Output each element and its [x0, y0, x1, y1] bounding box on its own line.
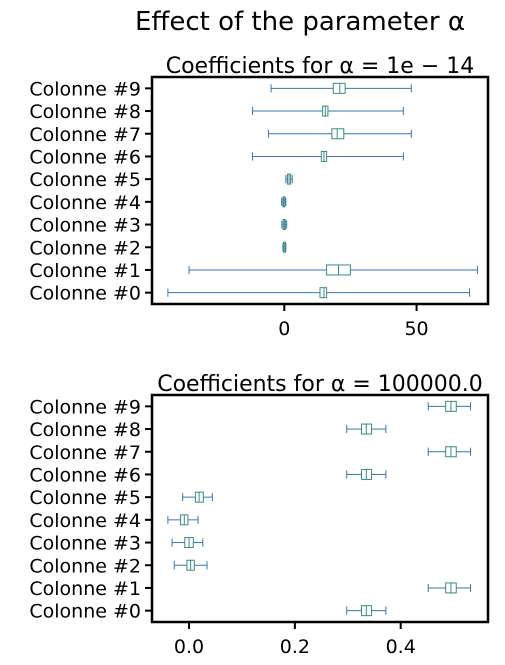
y-tick-label: Colonne #9 — [29, 396, 141, 418]
box-rect — [332, 129, 344, 139]
box-8 — [253, 106, 404, 116]
x-tick-label: 0.2 — [280, 636, 310, 658]
x-tick-label: 0 — [278, 318, 290, 340]
box-rect — [320, 288, 327, 298]
y-tick-label: Colonne #7 — [29, 442, 141, 464]
y-tick-label: Colonne #2 — [29, 237, 141, 259]
box-3 — [172, 538, 203, 548]
box-6 — [253, 151, 404, 161]
y-tick-label: Colonne #8 — [29, 101, 141, 123]
y-tick-label: Colonne #5 — [29, 169, 141, 191]
y-tick-label: Colonne #4 — [29, 192, 141, 214]
box-7 — [268, 129, 411, 139]
box-6 — [347, 469, 386, 479]
y-tick-label: Colonne #3 — [29, 215, 141, 237]
box-3 — [282, 220, 287, 230]
x-tick-label: 0.4 — [386, 636, 416, 658]
figure-title: Effect of the parameter α — [135, 7, 465, 37]
box-2 — [283, 242, 286, 252]
y-tick-label: Colonne #0 — [29, 283, 141, 305]
y-tick-label: Colonne #4 — [29, 510, 141, 532]
box-5 — [183, 492, 213, 502]
box-5 — [286, 174, 292, 184]
box-8 — [347, 424, 386, 434]
box-1 — [189, 265, 477, 275]
box-rect — [333, 83, 345, 93]
y-tick-label: Colonne #1 — [29, 260, 141, 282]
y-tick-label: Colonne #5 — [29, 487, 141, 509]
y-tick-label: Colonne #3 — [29, 533, 141, 555]
box-4 — [282, 197, 286, 207]
y-tick-label: Colonne #6 — [29, 464, 141, 486]
x-tick-label: 50 — [404, 318, 428, 340]
y-tick-label: Colonne #2 — [29, 555, 141, 577]
y-tick-label: Colonne #8 — [29, 419, 141, 441]
box-2 — [174, 560, 207, 570]
chart-title: Coefficients for α = 1e − 14 — [166, 54, 475, 79]
box-9 — [428, 401, 470, 411]
box-1 — [428, 583, 470, 593]
box-0 — [168, 288, 470, 298]
y-tick-label: Colonne #9 — [29, 78, 141, 100]
box-4 — [168, 515, 198, 525]
y-tick-label: Colonne #7 — [29, 124, 141, 146]
y-tick-label: Colonne #6 — [29, 146, 141, 168]
box-7 — [428, 447, 470, 457]
y-tick-label: Colonne #0 — [29, 601, 141, 623]
box-9 — [271, 83, 411, 93]
y-tick-label: Colonne #1 — [29, 578, 141, 600]
box-0 — [347, 606, 386, 616]
x-tick-label: 0.0 — [174, 636, 204, 658]
chart-title: Coefficients for α = 100000.0 — [157, 372, 483, 397]
